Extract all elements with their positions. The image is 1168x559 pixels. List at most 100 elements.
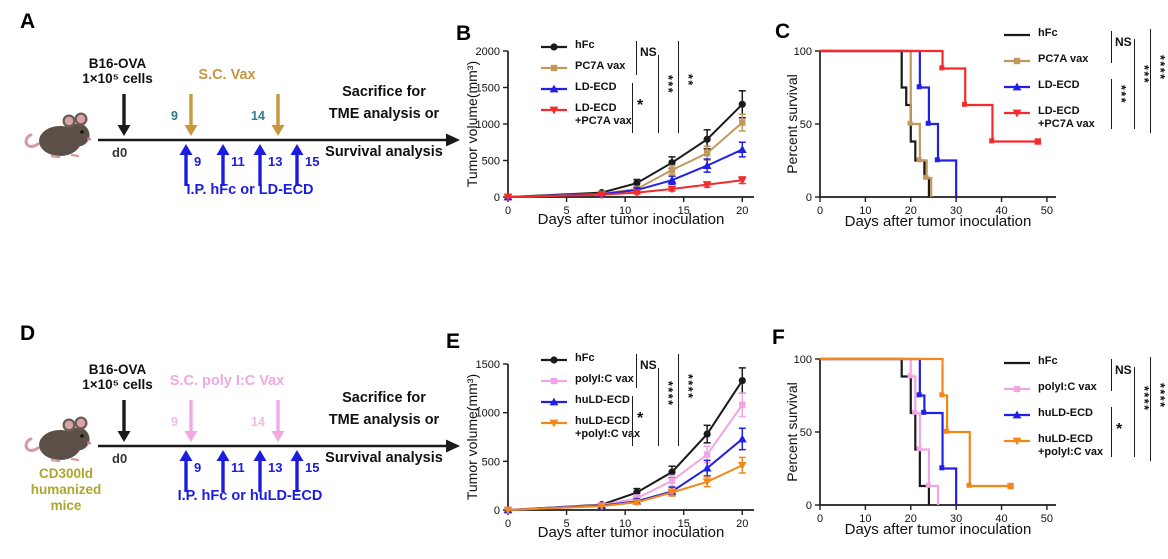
x-axis-title: Days after tumor inoculation [537, 211, 725, 228]
sacrifice-line3: Survival analysis [325, 450, 443, 466]
y-tick-label: 2000 [476, 46, 500, 58]
legend-item: hFc [1003, 355, 1058, 370]
legend-marker-icon [541, 397, 567, 406]
legend-item: PC7A vax [1003, 53, 1088, 68]
y-tick-label: 100 [794, 46, 812, 58]
mouse-icon [24, 112, 91, 159]
x-tick-label: 0 [505, 205, 511, 217]
day0-label: d0 [112, 451, 128, 466]
inoculation-label: B16-OVA 1×10⁵ cells [50, 362, 185, 392]
vax-day9-label: 9 [171, 109, 178, 123]
legend-marker-icon [1004, 410, 1030, 419]
vax-arrow-day9 [184, 400, 198, 442]
vax-label: S.C. Vax [198, 67, 256, 83]
x-tick-label: 0 [817, 205, 823, 217]
y-tick-label: 0 [494, 505, 500, 517]
significance-bar [1134, 367, 1135, 457]
panel-label-b: B [456, 22, 472, 45]
legend-item: PC7A vax [540, 60, 625, 75]
legend-item: polyI:C vax [1003, 381, 1097, 396]
chart-panel-c: Percent survival 0 50 100 0 10 20 30 40 50 Days … [770, 25, 1168, 247]
significance-label: * [1116, 421, 1123, 438]
legend-item: huLD-ECD +polyI:C vax [540, 415, 640, 440]
ip-arrows [179, 144, 304, 186]
legend-label: polyI:C vax [1038, 381, 1097, 393]
inoculation-arrow [117, 400, 131, 442]
ip-day15-label: 15 [305, 154, 320, 169]
legend-item: LD-ECD [1003, 79, 1080, 94]
legend-marker-icon [541, 43, 567, 51]
inoculation-label: B16-OVA 1×10⁵ cells [50, 56, 185, 86]
significance-label: **** [1153, 55, 1167, 81]
significance-bar [678, 354, 679, 446]
significance-label: *** [661, 74, 675, 94]
vax-arrow-day9 [184, 94, 198, 136]
legend-marker-icon [541, 377, 567, 385]
legend-label: huLD-ECD [575, 394, 630, 406]
vax-day14-label: 14 [251, 109, 265, 123]
x-tick-label: 20 [905, 205, 917, 217]
panel-label-c: C [775, 20, 791, 43]
legend-item: hFc [540, 39, 595, 54]
x-tick-label: 15 [678, 205, 690, 217]
series-PC7A-vax [820, 49, 933, 197]
y-tick-label: 50 [800, 119, 812, 131]
panel-label-f: F [772, 326, 785, 349]
significance-bar [1150, 29, 1151, 133]
series-LD-ECD [820, 49, 958, 197]
ip-day11-label: 11 [231, 154, 245, 169]
x-tick-label: 0 [817, 513, 823, 525]
sacrifice-line1: Sacrifice for [342, 84, 426, 100]
legend-marker-icon [541, 419, 567, 428]
y-tick-label: 50 [800, 427, 812, 439]
x-tick-label: 20 [736, 205, 748, 217]
significance-label: *** [1137, 64, 1151, 84]
schematic-panel-d: B16-OVA 1×10⁵ cells S.C. poly I:C Vax 9 … [10, 316, 462, 556]
timeline-arrowhead [446, 133, 460, 147]
series-hFc [820, 357, 931, 505]
significance-label: **** [661, 381, 675, 407]
x-tick-label: 15 [678, 518, 690, 530]
significance-bar [1134, 39, 1135, 129]
sacrifice-line1: Sacrifice for [342, 390, 426, 406]
x-tick-label: 20 [905, 513, 917, 525]
legend-marker-icon [1004, 109, 1030, 118]
inoculation-label-line2: 1×10⁵ cells [82, 71, 153, 86]
inoculation-arrow [117, 94, 131, 136]
significance-bar [632, 396, 633, 446]
legend-label: hFc [575, 39, 595, 51]
series-polyI:C-vax [504, 392, 746, 514]
panel-label-d: D [20, 322, 36, 345]
legend-item: polyI:C vax [540, 373, 634, 388]
significance-bar [1111, 31, 1112, 63]
x-axis-title: Days after tumor inoculation [537, 524, 725, 541]
y-tick-label: 500 [482, 456, 500, 468]
legend-item: hFc [540, 352, 595, 367]
vax-day14-label: 14 [251, 415, 265, 429]
ip-label: I.P. hFc or huLD-ECD [177, 488, 323, 504]
chart-panel-e: Tumor volume(mm³) 0 500 1000 1500 0 5 10 15 20 D… [456, 348, 776, 559]
legend-item: huLD-ECD +polyI:C vax [1003, 433, 1103, 458]
legend-label: PC7A vax [1038, 53, 1089, 65]
y-tick-label: 1500 [476, 359, 500, 371]
significance-bar [658, 55, 659, 133]
legend-item: huLD-ECD [1003, 407, 1093, 422]
x-tick-label: 30 [950, 513, 962, 525]
legend-item: LD-ECD +PC7A vax [540, 102, 632, 127]
significance-bar [632, 83, 633, 133]
sacrifice-line3: Survival analysis [325, 144, 443, 160]
ip-label: I.P. hFc or LD-ECD [186, 182, 314, 198]
y-tick-label: 0 [494, 192, 500, 204]
significance-label: NS [1115, 35, 1132, 49]
series-LD-ECD-+PC7A-vax [503, 176, 747, 202]
legend-label: huLD-ECD +polyI:C vax [1038, 433, 1104, 458]
x-tick-label: 10 [859, 205, 871, 217]
y-tick-label: 1500 [476, 83, 500, 95]
x-axis-title: Days after tumor inoculation [844, 521, 1032, 538]
ip-day9-label: 9 [194, 154, 202, 169]
series-huLD-ECD-+polyI:C-vax [820, 357, 1014, 490]
panel-label-e: E [446, 330, 461, 353]
mouse-caption-line3: mice [50, 498, 82, 513]
legend-label: huLD-ECD +polyI:C vax [575, 415, 641, 440]
x-tick-label: 10 [619, 518, 631, 530]
